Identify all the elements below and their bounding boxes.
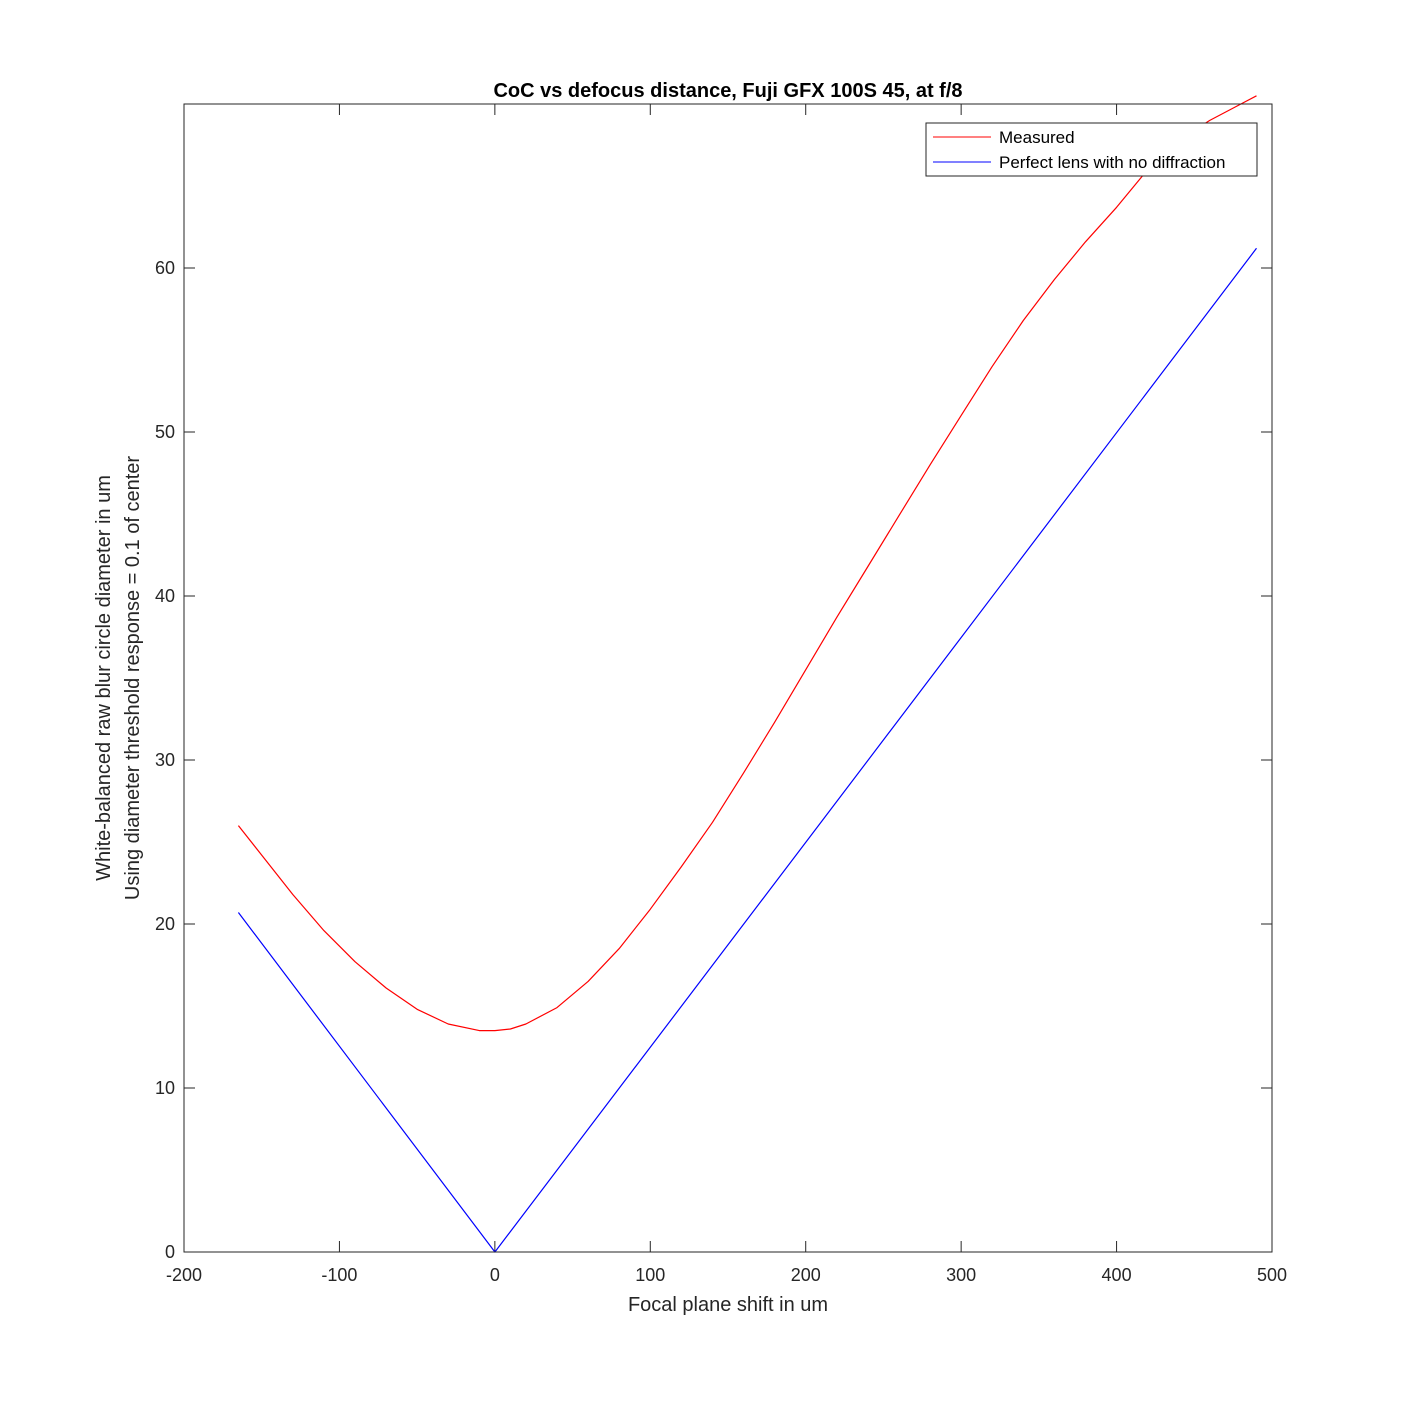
y-tick-label: 50 [155,422,175,442]
axes-box [183,103,1273,1253]
y-tick-label: 40 [155,586,175,606]
x-tick-label: 100 [635,1265,665,1285]
y-tick-label: 60 [155,258,175,278]
y-axis-label-line-1: White-balanced raw blur circle diameter … [93,475,115,881]
y-tick-label: 20 [155,914,175,934]
x-tick-label: 300 [946,1265,976,1285]
y-axis-label-line-2: Using diameter threshold response = 0.1 … [122,456,144,900]
x-tick-label: -100 [321,1265,357,1285]
plot-area [184,104,1272,1252]
y-tick-label: 30 [155,750,175,770]
tick-labels-group: -200 -100 0 100 200 300 400 500 0 10 20 30 40 50 60 [155,258,1287,1285]
series-line-measured [237,95,1257,1032]
legend-label-measured: Measured [999,128,1075,147]
legend-label-perfect-lens: Perfect lens with no diffraction [999,153,1225,172]
y-tick-label: 10 [155,1078,175,1098]
x-tick-label: 0 [490,1265,500,1285]
x-tick-label: 400 [1102,1265,1132,1285]
x-tick-label: -200 [166,1265,202,1285]
legend: Measured Perfect lens with no diffractio… [925,122,1258,177]
x-axis-label: Focal plane shift in um [628,1294,828,1316]
x-tick-label: 200 [791,1265,821,1285]
legend-box [925,122,1258,177]
chart-title: CoC vs defocus distance, Fuji GFX 100S 4… [493,80,962,102]
x-tick-label: 500 [1257,1265,1287,1285]
y-tick-label: 0 [165,1242,175,1262]
